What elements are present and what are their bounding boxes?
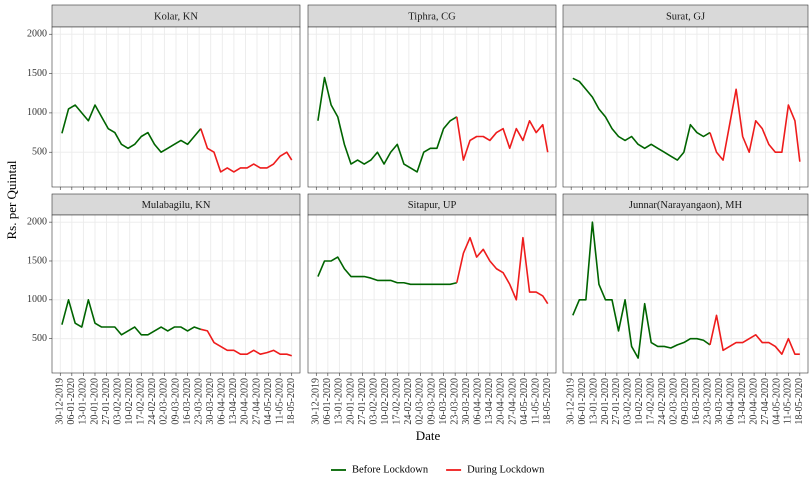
x-tick-label: 20-01-2020 [89,378,100,425]
y-tick-label: 1500 [27,255,47,266]
x-tick-label: 10-02-2020 [380,378,391,425]
x-tick-label: 04-05-2020 [263,378,274,425]
x-tick-label: 27-01-2020 [611,378,622,425]
x-tick-label: 24-02-2020 [657,378,668,425]
x-tick-label: 03-02-2020 [112,378,123,425]
x-tick-label: 24-02-2020 [147,378,158,425]
x-tick-label: 27-04-2020 [507,378,518,425]
x-tick-label: 02-03-2020 [159,378,170,425]
x-tick-label: 16-03-2020 [691,378,702,425]
x-tick-label: 17-02-2020 [136,378,147,425]
x-tick-label: 02-03-2020 [415,378,426,425]
series-line [200,128,293,173]
x-tick-label: 18-05-2020 [286,378,297,425]
x-tick-label: 23-03-2020 [449,378,460,425]
series-line [61,104,202,154]
x-tick-label: 27-04-2020 [251,378,262,425]
x-tick-label: 03-02-2020 [368,378,379,425]
x-tick-label: 09-03-2020 [426,378,437,425]
series-line [709,314,800,355]
x-tick-label: 06-01-2020 [66,378,77,425]
y-tick-label: 1000 [27,294,47,305]
series-line [317,76,458,173]
x-tick-label: 13-01-2020 [334,378,345,425]
x-tick-label: 30-12-2019 [565,378,576,425]
x-tick-label: 30-03-2020 [461,378,472,425]
x-tick-label: 17-02-2020 [645,378,656,425]
facet-title: Surat, GJ [666,11,705,22]
x-tick-label: 20-01-2020 [345,378,356,425]
facet-title: Junnar(Narayangaon), MH [629,200,743,211]
x-tick-label: 18-05-2020 [542,378,553,425]
x-tick-label: 27-04-2020 [760,378,771,425]
x-tick-label: 18-05-2020 [794,378,805,425]
x-tick-label: 06-01-2020 [577,378,588,425]
x-tick-label: 03-02-2020 [623,378,634,425]
x-tick-label: 16-03-2020 [438,378,449,425]
x-tick-label: 11-05-2020 [274,378,285,424]
x-tick-label: 30-03-2020 [205,378,216,425]
legend-label: During Lockdown [467,464,545,475]
x-tick-label: 23-03-2020 [193,378,204,425]
x-tick-label: 17-02-2020 [392,378,403,425]
facet-title: Kolar, KN [154,11,198,22]
series-line [456,116,549,161]
x-axis-title: Date [416,428,441,443]
x-tick-label: 27-01-2020 [357,378,368,425]
x-tick-label: 30-03-2020 [714,378,725,425]
y-tick-label: 1500 [27,68,47,79]
x-tick-label: 04-05-2020 [519,378,530,425]
facet-title: Sitapur, UP [408,200,457,211]
y-tick-label: 2000 [27,29,47,40]
y-axis-title: Rs. per Quintal [4,160,19,239]
x-tick-label: 13-01-2020 [78,378,89,425]
facet-title: Mulabagilu, KN [142,200,211,211]
x-tick-label: 13-04-2020 [484,378,495,425]
y-tick-label: 2000 [27,216,47,227]
x-tick-label: 20-01-2020 [600,378,611,425]
series-line [61,299,202,336]
x-tick-label: 23-03-2020 [703,378,714,425]
series-line [572,77,711,161]
x-tick-label: 09-03-2020 [170,378,181,425]
x-tick-label: 30-12-2019 [311,378,322,425]
facet-title: Tiphra, CG [408,11,456,22]
x-tick-label: 27-01-2020 [101,378,112,425]
series-line [200,328,292,357]
x-tick-label: 16-03-2020 [182,378,193,425]
y-tick-label: 500 [32,147,47,158]
x-tick-label: 04-05-2020 [771,378,782,425]
x-tick-label: 20-04-2020 [748,378,759,425]
series-line [317,256,457,286]
x-tick-label: 06-04-2020 [473,378,484,425]
x-tick-label: 06-04-2020 [726,378,737,425]
x-tick-label: 20-04-2020 [496,378,507,425]
x-tick-label: 06-01-2020 [322,378,333,425]
y-tick-label: 500 [32,333,47,344]
x-tick-label: 11-05-2020 [783,378,794,424]
x-tick-label: 10-02-2020 [634,378,645,425]
series-line [456,236,549,305]
legend-label: Before Lockdown [352,464,429,475]
x-tick-label: 11-05-2020 [530,378,541,424]
series-line [572,221,711,359]
series-line [709,88,801,162]
x-tick-label: 13-01-2020 [588,378,599,425]
x-tick-label: 13-04-2020 [737,378,748,425]
x-tick-label: 09-03-2020 [680,378,691,425]
x-tick-label: 24-02-2020 [403,378,414,425]
x-tick-label: 02-03-2020 [668,378,679,425]
x-tick-label: 06-04-2020 [217,378,228,425]
x-tick-label: 20-04-2020 [240,378,251,425]
x-tick-label: 10-02-2020 [124,378,135,425]
x-tick-label: 30-12-2019 [55,378,66,425]
x-tick-label: 13-04-2020 [228,378,239,425]
y-tick-label: 1000 [27,107,47,118]
